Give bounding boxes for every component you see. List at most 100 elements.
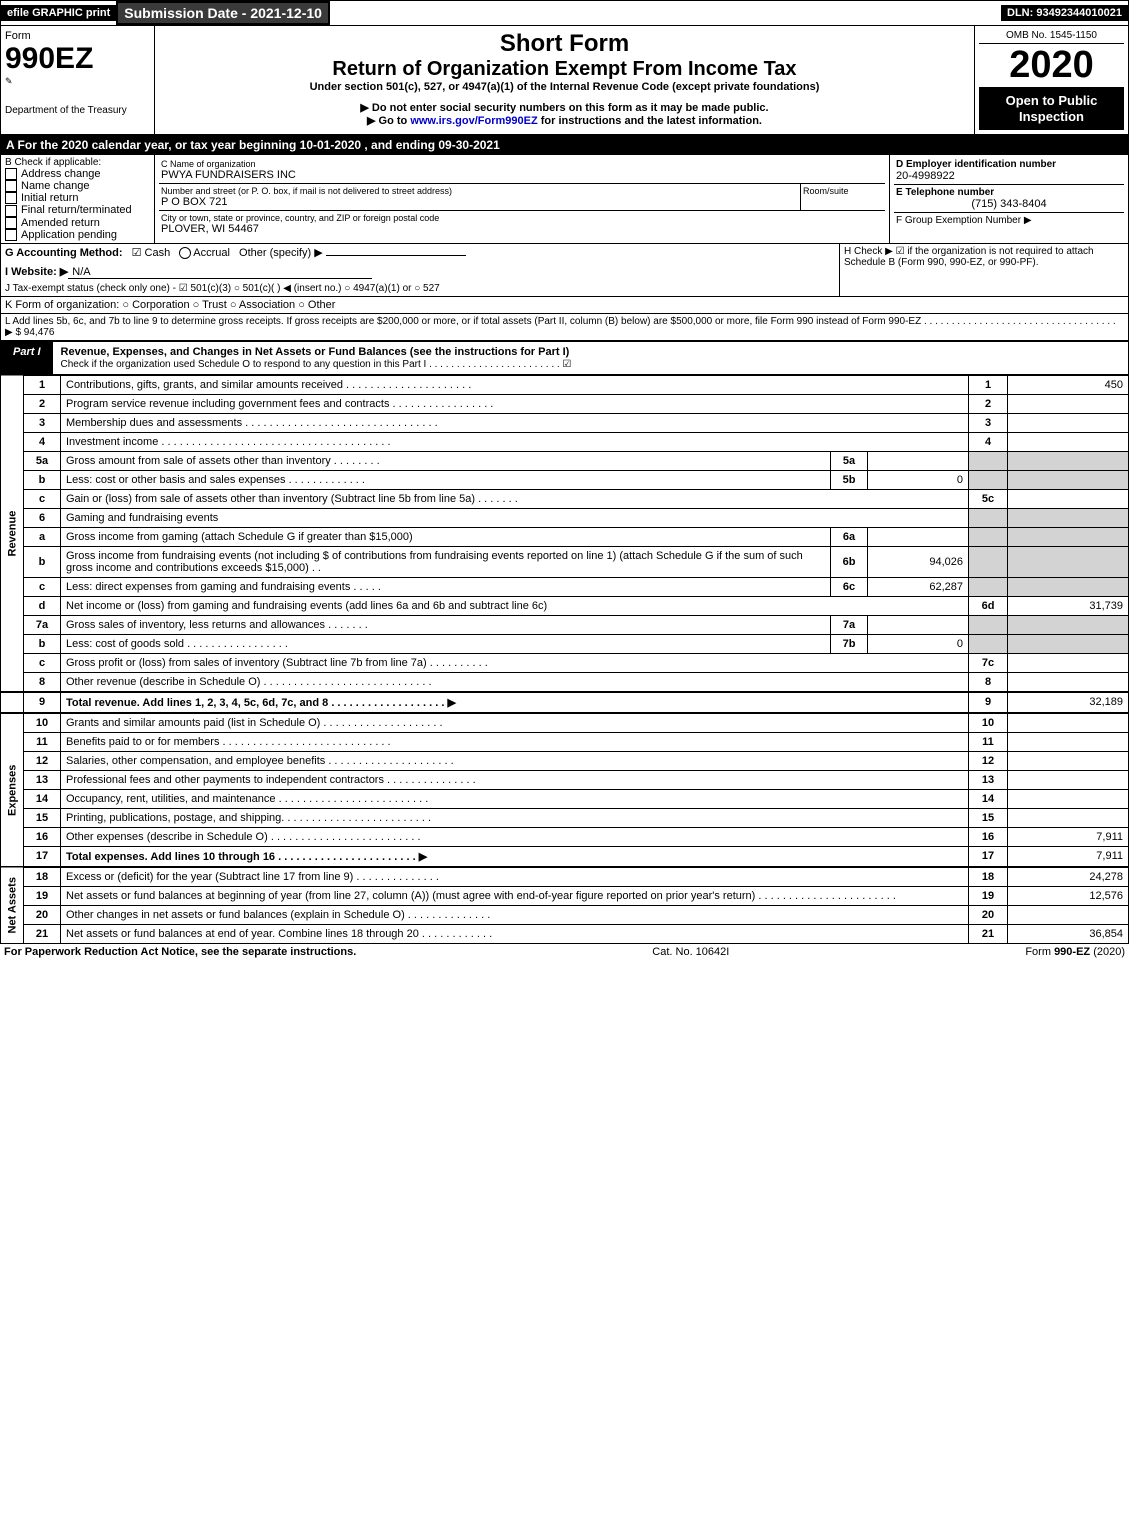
line-18-desc: Excess or (deficit) for the year (Subtra…	[61, 867, 969, 887]
line-6a-desc: Gross income from gaming (attach Schedul…	[61, 527, 831, 546]
org-name: PWYA FUNDRAISERS INC	[161, 169, 883, 181]
line-9-num: 9	[24, 692, 61, 713]
line-19-desc: Net assets or fund balances at beginning…	[61, 886, 969, 905]
line-11-refnum: 11	[969, 732, 1008, 751]
line-6c-shaded	[969, 577, 1008, 596]
netassets-side-label: Net Assets	[1, 867, 24, 944]
submission-date: Submission Date - 2021-12-10	[116, 1, 330, 25]
label-app-pending: Application pending	[21, 229, 117, 241]
group-exemption-label: F Group Exemption Number ▶	[896, 215, 1122, 226]
line-17-val: 7,911	[1008, 846, 1129, 867]
line-7b-shaded	[969, 634, 1008, 653]
accounting-label: G Accounting Method:	[5, 247, 123, 259]
footer-right: Form 990-EZ (2020)	[1025, 946, 1125, 958]
line-6a-subval	[868, 527, 969, 546]
page-footer: For Paperwork Reduction Act Notice, see …	[0, 944, 1129, 960]
line-4-num: 4	[24, 432, 61, 451]
subtitle: Under section 501(c), 527, or 4947(a)(1)…	[159, 81, 970, 93]
line-13-num: 13	[24, 770, 61, 789]
line-5c-val	[1008, 489, 1129, 508]
line-9-val: 32,189	[1008, 692, 1129, 713]
part-i-title: Revenue, Expenses, and Changes in Net As…	[53, 342, 1128, 374]
label-address-change: Address change	[21, 168, 101, 180]
line-20-val	[1008, 905, 1129, 924]
line-7b-subval: 0	[868, 634, 969, 653]
check-name-change[interactable]	[5, 180, 17, 192]
phone-value: (715) 343-8404	[896, 198, 1122, 210]
line-21-num: 21	[24, 924, 61, 943]
other-specify-label: Other (specify) ▶	[239, 247, 323, 259]
line-18-num: 18	[24, 867, 61, 887]
line-6c-desc: Less: direct expenses from gaming and fu…	[61, 577, 831, 596]
check-initial-return[interactable]	[5, 192, 17, 204]
line-5c-refnum: 5c	[969, 489, 1008, 508]
header-center: Short Form Return of Organization Exempt…	[155, 26, 975, 134]
row-gh: G Accounting Method: ☑ Cash Accrual Othe…	[0, 244, 1129, 297]
line-11-desc: Benefits paid to or for members . . . . …	[61, 732, 969, 751]
line-7a-subnum: 7a	[831, 615, 868, 634]
tax-year: 2020	[979, 44, 1124, 87]
line-7b-num: b	[24, 634, 61, 653]
label-final-return: Final return/terminated	[21, 204, 132, 216]
box-c: C Name of organization PWYA FUNDRAISERS …	[155, 155, 890, 243]
line-17-num: 17	[24, 846, 61, 867]
line-5a-subval	[868, 451, 969, 470]
part-i-header: Part I Revenue, Expenses, and Changes in…	[0, 341, 1129, 375]
line-20-desc: Other changes in net assets or fund bala…	[61, 905, 969, 924]
line-18-val: 24,278	[1008, 867, 1129, 887]
irs-link[interactable]: www.irs.gov/Form990EZ	[410, 115, 537, 127]
line-k-text: K Form of organization: ○ Corporation ○ …	[1, 297, 1128, 313]
line-5c-num: c	[24, 489, 61, 508]
line-6-shaded-val	[1008, 508, 1129, 527]
website-label: I Website: ▶	[5, 266, 68, 278]
line-21-desc: Net assets or fund balances at end of ye…	[61, 924, 969, 943]
label-initial-return: Initial return	[21, 192, 78, 204]
line-7c-desc: Gross profit or (loss) from sales of inv…	[61, 653, 969, 672]
efile-label: efile GRAPHIC print	[1, 5, 116, 21]
line-2-val	[1008, 394, 1129, 413]
check-address-change[interactable]	[5, 168, 17, 180]
line-15-num: 15	[24, 808, 61, 827]
ein-value: 20-4998922	[896, 170, 1122, 182]
line-8-refnum: 8	[969, 672, 1008, 692]
line-13-val	[1008, 770, 1129, 789]
check-app-pending[interactable]	[5, 229, 17, 241]
line-5a-shaded-val	[1008, 451, 1129, 470]
line-13-refnum: 13	[969, 770, 1008, 789]
cash-label: Cash	[145, 247, 171, 259]
main-title: Return of Organization Exempt From Incom…	[159, 58, 970, 81]
line-8-val	[1008, 672, 1129, 692]
line-6-desc: Gaming and fundraising events	[61, 508, 969, 527]
radio-accrual[interactable]	[179, 247, 191, 259]
line-21-val: 36,854	[1008, 924, 1129, 943]
header-right: OMB No. 1545-1150 2020 Open to Public In…	[975, 26, 1128, 134]
line-l: L Add lines 5b, 6c, and 7b to line 9 to …	[0, 314, 1129, 341]
line-8-num: 8	[24, 672, 61, 692]
form-label: Form	[5, 30, 150, 42]
line-16-refnum: 16	[969, 827, 1008, 846]
line-7c-num: c	[24, 653, 61, 672]
check-amended[interactable]	[5, 217, 17, 229]
box-b: B Check if applicable: Address change Na…	[1, 155, 155, 243]
footer-center: Cat. No. 10642I	[652, 946, 729, 958]
open-public-box: Open to Public Inspection	[979, 87, 1124, 130]
line-14-desc: Occupancy, rent, utilities, and maintena…	[61, 789, 969, 808]
line-14-refnum: 14	[969, 789, 1008, 808]
top-strip: efile GRAPHIC print Submission Date - 20…	[0, 0, 1129, 26]
line-12-val	[1008, 751, 1129, 770]
line-6b-desc: Gross income from fundraising events (no…	[61, 546, 831, 577]
part-i-check-text: Check if the organization used Schedule …	[61, 359, 572, 370]
accrual-label: Accrual	[193, 247, 230, 259]
form-number: 990EZ	[5, 42, 150, 76]
line-a: A For the 2020 calendar year, or tax yea…	[0, 135, 1129, 155]
line-6c-subnum: 6c	[831, 577, 868, 596]
line-7a-subval	[868, 615, 969, 634]
line-16-desc: Other expenses (describe in Schedule O) …	[61, 827, 969, 846]
line-15-refnum: 15	[969, 808, 1008, 827]
line-l-text: L Add lines 5b, 6c, and 7b to line 9 to …	[1, 314, 1128, 340]
part-i-label: Part I	[1, 342, 53, 374]
check-final-return[interactable]	[5, 205, 17, 217]
goto-link[interactable]: ▶ Go to www.irs.gov/Form990EZ for instru…	[159, 114, 970, 127]
line-12-refnum: 12	[969, 751, 1008, 770]
line-10-num: 10	[24, 713, 61, 733]
